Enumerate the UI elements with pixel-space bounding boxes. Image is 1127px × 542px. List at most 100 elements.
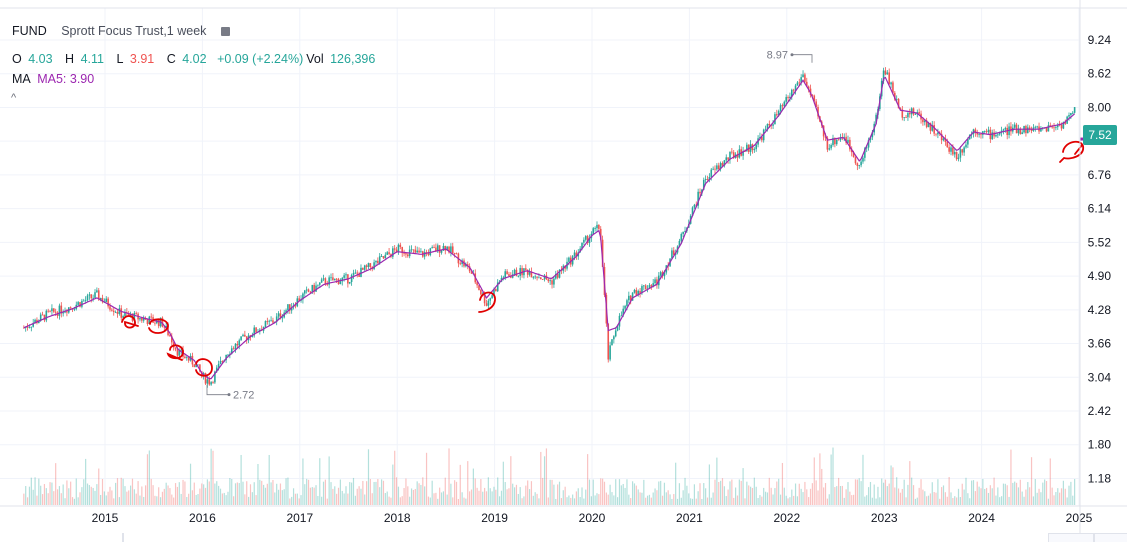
- candle-body: [963, 147, 965, 153]
- candle-body: [380, 256, 383, 257]
- settings-icon[interactable]: [220, 27, 230, 36]
- candle-body: [363, 265, 366, 270]
- candle-body: [834, 137, 836, 145]
- volume-bar: [30, 477, 32, 505]
- volume-bar: [787, 498, 789, 505]
- candle-body: [324, 278, 327, 285]
- volume-bar: [971, 480, 973, 505]
- candle-body: [176, 349, 179, 356]
- candle-body: [289, 304, 291, 311]
- volume-bar: [433, 493, 435, 505]
- candle-body: [345, 274, 347, 276]
- time-axis[interactable]: 2015 2016 2017 2018 2019 2020 2021 2022 2023 2024…: [92, 511, 1093, 525]
- volume-bar: [197, 494, 199, 505]
- candle-body: [824, 136, 827, 138]
- candle-body: [639, 290, 641, 294]
- volume-bar: [723, 486, 725, 505]
- volume-bar: [101, 479, 104, 505]
- candle-body: [626, 300, 628, 306]
- candle-body: [624, 305, 626, 309]
- candle-body: [732, 152, 735, 158]
- volume-bar: [362, 480, 364, 505]
- candle-body: [88, 294, 91, 296]
- candle-body: [483, 293, 486, 304]
- volume-bar: [380, 479, 383, 505]
- volume-bar: [1040, 492, 1042, 505]
- candle-body: [759, 136, 761, 139]
- chart-corner-button-2[interactable]: [1094, 533, 1127, 542]
- volume-bar: [1072, 495, 1074, 505]
- volume-bar: [570, 497, 572, 505]
- volume-bar: [470, 489, 473, 505]
- volume-bar: [839, 486, 842, 505]
- volume-bar: [34, 477, 36, 505]
- candle-body: [377, 260, 379, 264]
- volume-bar: [738, 479, 740, 505]
- symbol-legend: FUND Sprott Focus Trust,1 week: [12, 24, 233, 38]
- volume-bar: [1015, 482, 1018, 505]
- candle-body: [307, 289, 310, 292]
- candle-body: [862, 157, 864, 162]
- candle-body: [985, 131, 988, 133]
- candle-body: [860, 161, 862, 166]
- volume-bar: [764, 491, 767, 505]
- candle-body: [519, 268, 521, 276]
- candle-body: [208, 379, 211, 385]
- candle-body: [633, 289, 636, 293]
- candle-body: [49, 310, 51, 312]
- volume-bar: [324, 479, 326, 505]
- volume-bar: [542, 477, 544, 505]
- candle-body: [530, 271, 533, 278]
- volume-bar: [85, 458, 87, 505]
- volume-bar: [858, 478, 860, 505]
- volume-bar: [1004, 483, 1006, 505]
- volume-bar: [877, 486, 879, 505]
- candle-body: [708, 176, 711, 180]
- candle-body: [412, 249, 415, 251]
- volume-bar: [746, 481, 748, 505]
- ma-legend[interactable]: MA MA5: 3.90: [12, 72, 97, 86]
- candle-body: [468, 266, 471, 272]
- volume-bar: [924, 491, 926, 505]
- volume-bar: [193, 482, 195, 505]
- volume-bar: [989, 485, 991, 505]
- candle-body: [965, 144, 967, 148]
- volume-bar: [131, 478, 134, 505]
- volume-bar: [60, 493, 62, 505]
- volume-bar: [985, 487, 988, 505]
- candle-body: [742, 151, 744, 156]
- candle-body: [317, 284, 319, 286]
- candle-body: [335, 278, 338, 280]
- candle-body: [451, 246, 454, 254]
- candle-body: [245, 336, 248, 341]
- candle-body: [122, 316, 124, 318]
- collapse-legend-icon[interactable]: ^: [11, 92, 17, 104]
- candle-body: [81, 300, 83, 307]
- candle-body: [1027, 127, 1029, 134]
- candle-body: [886, 72, 889, 75]
- price-axis[interactable]: 9.248.628.007.386.766.145.524.904.283.66…: [1088, 33, 1112, 485]
- volume-bar: [491, 491, 493, 505]
- candle-body: [717, 165, 720, 170]
- volume-bar: [165, 482, 167, 505]
- volume-bar: [465, 498, 467, 505]
- volume-bar: [1055, 492, 1057, 505]
- volume-bar: [1002, 483, 1005, 505]
- candle-body: [41, 314, 44, 316]
- chart-corner-button[interactable]: [1048, 533, 1094, 542]
- symbol-ticker[interactable]: FUND: [12, 24, 47, 38]
- candle-body: [792, 89, 795, 91]
- volume-bar: [159, 497, 162, 505]
- volume-bar: [257, 463, 259, 505]
- candle-body: [414, 249, 417, 253]
- volume-bar: [244, 494, 246, 505]
- volume-bar: [864, 496, 866, 505]
- candle-body: [547, 279, 550, 282]
- candle-body: [1068, 115, 1070, 117]
- volume-bar: [412, 489, 415, 505]
- candle-body: [369, 263, 372, 267]
- volume-bar: [948, 477, 950, 505]
- volume-bar: [111, 490, 113, 505]
- volume-bar: [845, 489, 847, 505]
